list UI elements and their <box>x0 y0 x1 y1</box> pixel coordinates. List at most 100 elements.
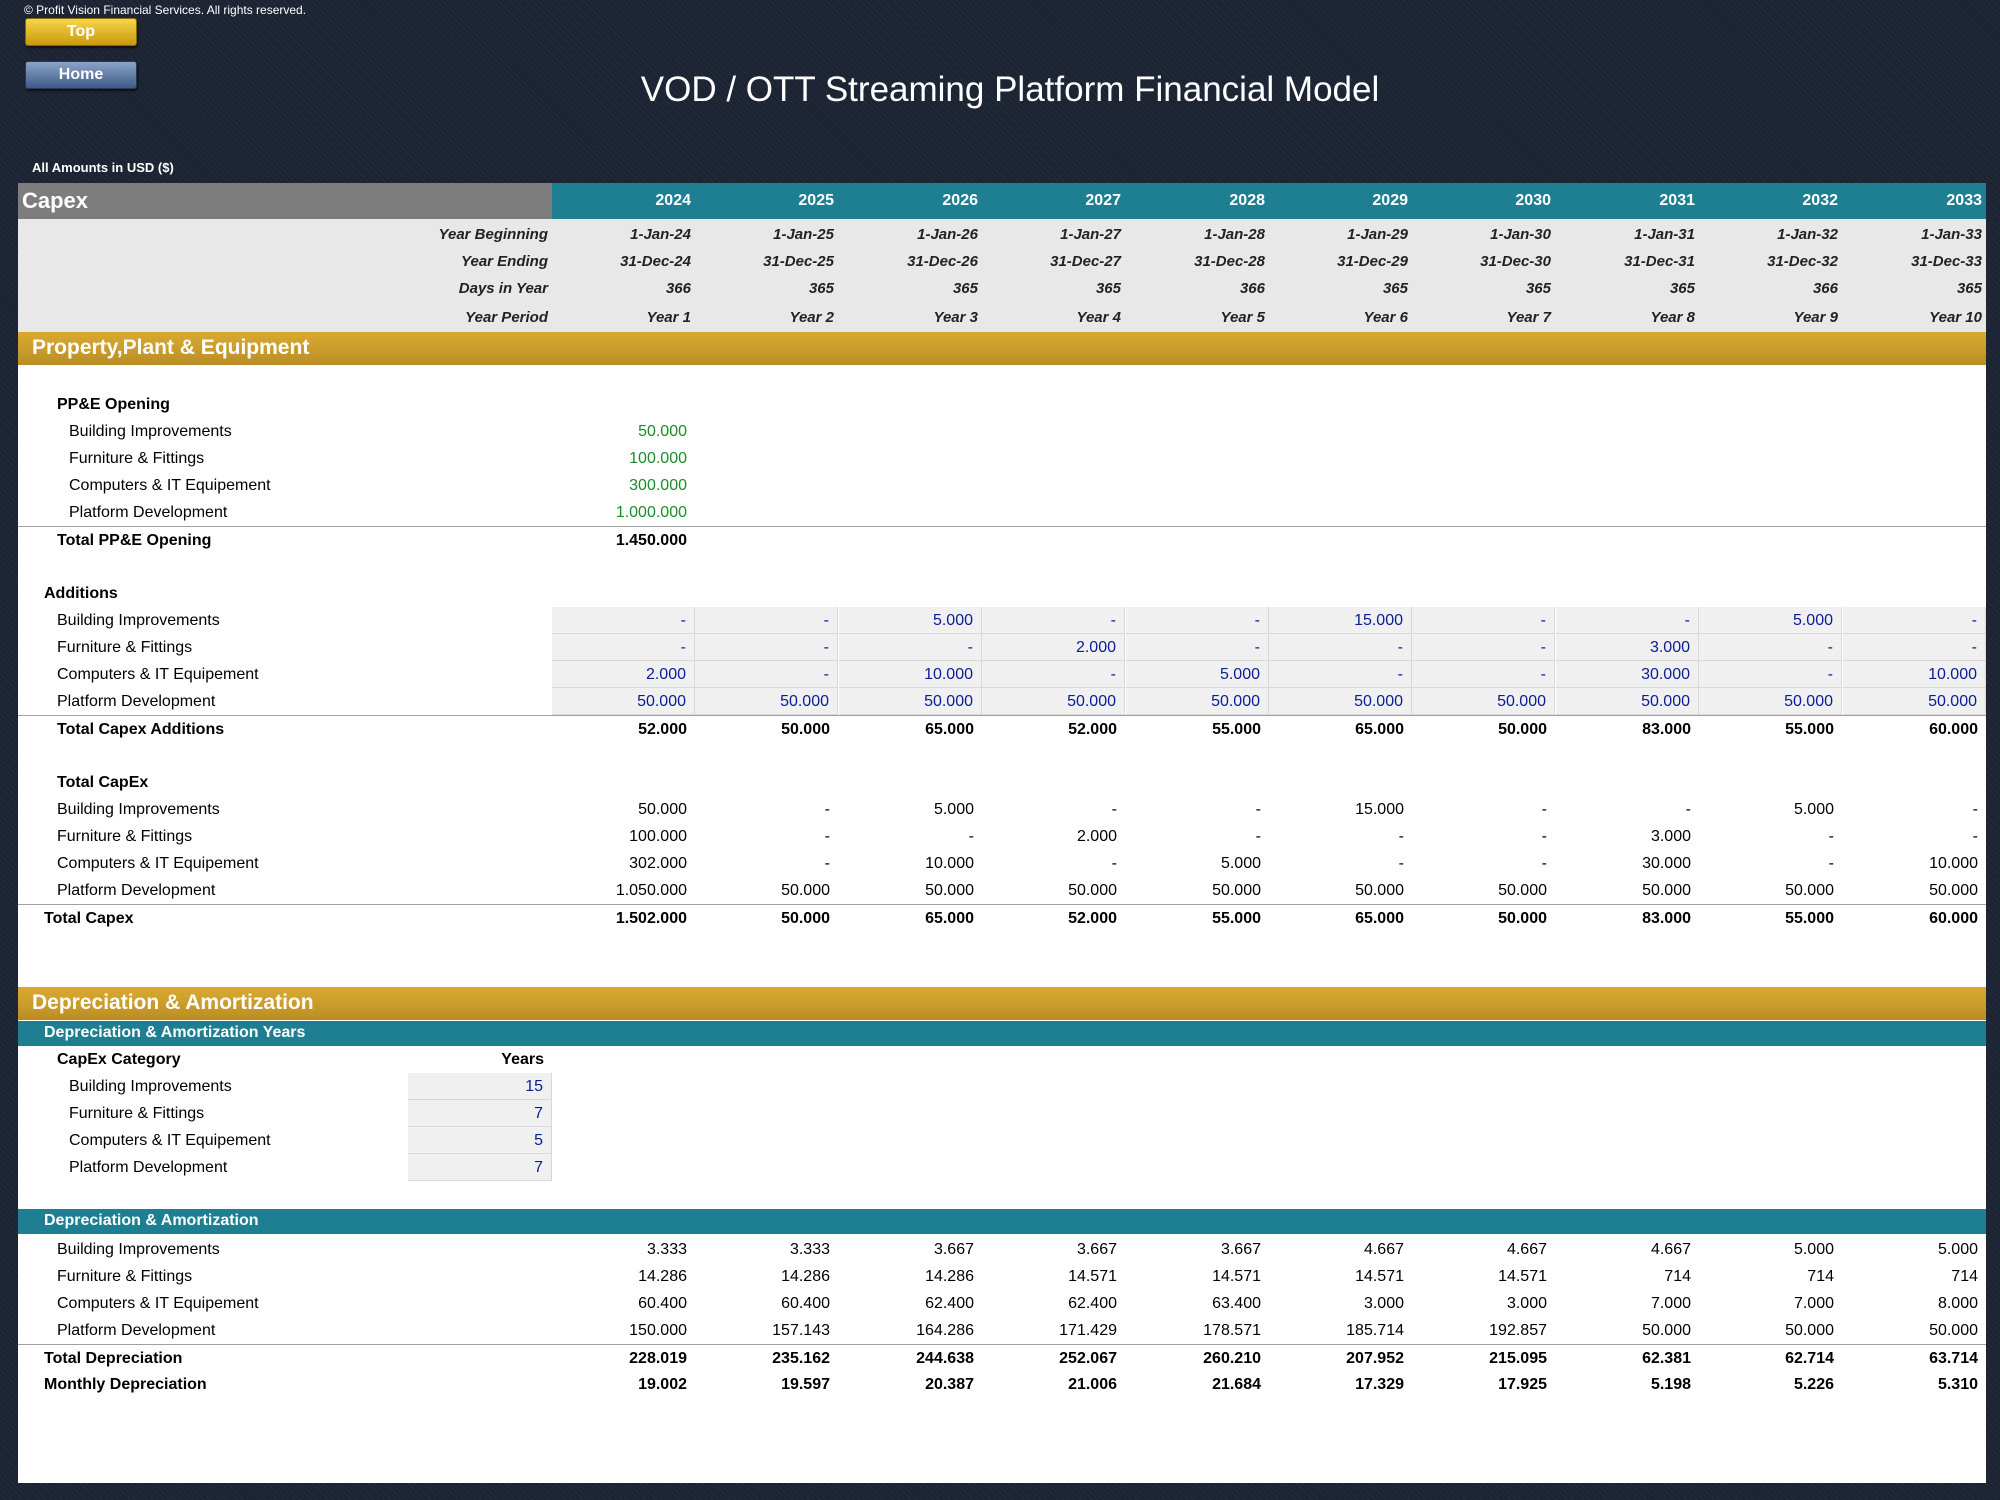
value-cell[interactable]: - <box>1412 661 1555 688</box>
value-cell[interactable]: - <box>695 607 838 634</box>
home-button[interactable]: Home <box>25 61 137 89</box>
year-ending-cell: 31-Dec-30 <box>1480 253 1551 270</box>
value-cell[interactable]: - <box>1126 607 1269 634</box>
table-row: Building Improvements - -5.000- -15.000- -5.… <box>18 607 1986 634</box>
value-cell[interactable]: - <box>695 634 838 661</box>
value-cell[interactable]: 100.000 <box>629 450 687 467</box>
value-cell[interactable]: - <box>1412 607 1555 634</box>
value-cell[interactable]: - <box>695 661 838 688</box>
value-cell: 62.714 <box>1785 1350 1834 1367</box>
days-in-year-cell: 365 <box>808 280 834 297</box>
value-cell: 50.000 <box>1068 882 1117 899</box>
value-cell[interactable]: - <box>1412 634 1555 661</box>
value-cell: 50.000 <box>1929 882 1978 899</box>
value-cell[interactable]: 5.000 <box>1126 661 1269 688</box>
value-cell: 3.333 <box>789 1241 830 1258</box>
year-beginning-cell: 1-Jan-27 <box>1060 226 1121 243</box>
value-cell[interactable]: 50.000 <box>982 688 1125 715</box>
year-period-cell: Year 9 <box>1793 309 1838 326</box>
useful-life-input[interactable]: 7 <box>408 1100 552 1127</box>
year-ending-cell: 31-Dec-29 <box>1337 253 1408 270</box>
year-period-cell: Year 7 <box>1506 309 1551 326</box>
value-cell[interactable]: - <box>1556 607 1699 634</box>
value-cell: 302.000 <box>629 855 687 872</box>
value-cell[interactable]: - <box>1126 634 1269 661</box>
value-cell: 14.286 <box>925 1268 974 1285</box>
value-cell: 150.000 <box>629 1322 687 1339</box>
value-cell[interactable]: - <box>1699 661 1842 688</box>
value-cell[interactable]: 50.000 <box>1269 688 1412 715</box>
value-cell: 5.198 <box>1650 1376 1691 1393</box>
table-row: PP&E Opening <box>18 391 1986 418</box>
year-beginning-cell: 1-Jan-31 <box>1634 226 1695 243</box>
table-row: Total Capex 1.502.000 50.000 65.000 52.000 55… <box>18 904 1986 932</box>
value-cell[interactable]: 2.000 <box>982 634 1125 661</box>
value-cell: 60.400 <box>638 1295 687 1312</box>
value-cell[interactable]: - <box>552 634 695 661</box>
year-period-label: Year Period <box>465 309 548 326</box>
value-cell: - <box>968 828 974 845</box>
useful-life-input[interactable]: 5 <box>408 1127 552 1154</box>
value-cell: 2.000 <box>1076 828 1117 845</box>
year-beginning-label: Year Beginning <box>438 226 548 243</box>
value-cell[interactable]: - <box>552 607 695 634</box>
value-cell[interactable]: - <box>1843 607 1986 634</box>
value-cell[interactable]: - <box>1843 634 1986 661</box>
value-cell: 5.310 <box>1937 1376 1978 1393</box>
table-row: Computers & IT Equipement 60.400 60.400 62.… <box>18 1290 1986 1317</box>
value-cell[interactable]: 50.000 <box>1699 688 1842 715</box>
value-cell[interactable]: - <box>982 661 1125 688</box>
year-beginning-cell: 1-Jan-26 <box>917 226 978 243</box>
value-cell[interactable]: 30.000 <box>1556 661 1699 688</box>
value-cell: - <box>1541 855 1547 872</box>
row-label: Furniture & Fittings <box>57 828 193 845</box>
value-cell[interactable]: - <box>839 634 982 661</box>
value-cell: 14.286 <box>781 1268 830 1285</box>
days-in-year-cell: 365 <box>1669 280 1695 297</box>
value-cell[interactable]: 300.000 <box>629 477 687 494</box>
value-cell: 1.450.000 <box>615 532 687 549</box>
year-period-cell: Year 5 <box>1220 309 1265 326</box>
year-ending-cell: 31-Dec-24 <box>620 253 691 270</box>
value-cell[interactable]: 50.000 <box>1412 688 1555 715</box>
value-cell: - <box>1828 855 1834 872</box>
value-cell[interactable]: 3.000 <box>1556 634 1699 661</box>
value-cell[interactable]: 10.000 <box>1843 661 1986 688</box>
value-cell[interactable]: 5.000 <box>839 607 982 634</box>
table-row: Building Improvements 50.000 <box>18 418 1986 445</box>
value-cell: - <box>1255 828 1261 845</box>
value-cell[interactable]: - <box>982 607 1125 634</box>
useful-life-input[interactable]: 7 <box>408 1154 552 1181</box>
value-cell: 50.000 <box>1498 910 1547 927</box>
value-cell[interactable]: 10.000 <box>839 661 982 688</box>
year-ending-cell: 31-Dec-25 <box>763 253 834 270</box>
value-cell[interactable]: 50.000 <box>839 688 982 715</box>
ppe-section-title: Property,Plant & Equipment <box>32 336 310 359</box>
days-in-year-cell: 365 <box>1095 280 1121 297</box>
year-ending-cell: 31-Dec-28 <box>1194 253 1265 270</box>
value-cell: - <box>1828 828 1834 845</box>
value-cell: 260.210 <box>1203 1350 1261 1367</box>
value-cell[interactable]: 50.000 <box>638 423 687 440</box>
value-cell[interactable]: 50.000 <box>695 688 838 715</box>
top-button[interactable]: Top <box>25 18 137 46</box>
value-cell[interactable]: - <box>1269 634 1412 661</box>
useful-life-input[interactable]: 15 <box>408 1073 552 1100</box>
year-ending-label: Year Ending <box>461 253 548 270</box>
value-cell[interactable]: - <box>1269 661 1412 688</box>
value-cell: 5.000 <box>1793 801 1834 818</box>
value-cell[interactable]: 2.000 <box>552 661 695 688</box>
value-cell: - <box>1111 855 1117 872</box>
value-cell[interactable]: 5.000 <box>1699 607 1842 634</box>
value-cell[interactable]: 50.000 <box>1843 688 1986 715</box>
table-row: Platform Development 50.000 50.000 50.000 50… <box>18 688 1986 715</box>
value-cell: 50.000 <box>1929 1322 1978 1339</box>
row-label: Furniture & Fittings <box>57 639 193 656</box>
value-cell[interactable]: 1.000.000 <box>615 504 687 521</box>
value-cell[interactable]: - <box>1699 634 1842 661</box>
value-cell[interactable]: 15.000 <box>1269 607 1412 634</box>
year-beginning-cell: 1-Jan-25 <box>773 226 834 243</box>
value-cell[interactable]: 50.000 <box>1556 688 1699 715</box>
value-cell[interactable]: 50.000 <box>1126 688 1269 715</box>
value-cell[interactable]: 50.000 <box>552 688 695 715</box>
